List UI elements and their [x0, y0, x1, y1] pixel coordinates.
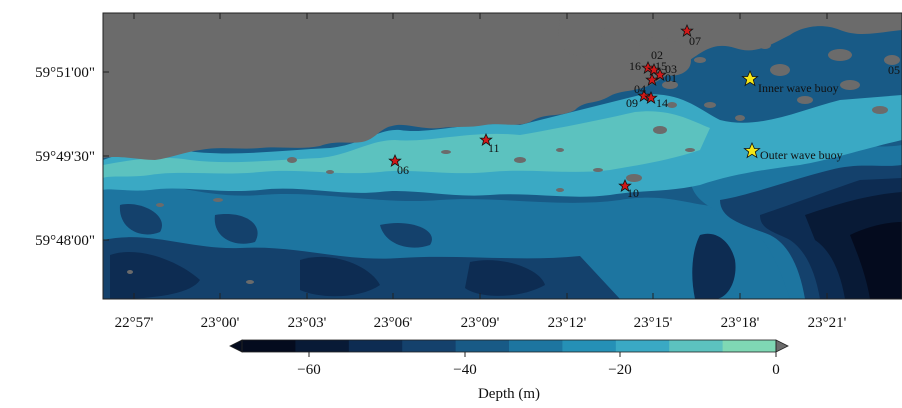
lon-tick-label: 23°06' — [374, 315, 413, 331]
colorbar-frame — [241, 339, 777, 353]
lat-tick-label: 59°49'30" — [35, 149, 95, 165]
station-label: 15 — [655, 59, 667, 73]
inner-buoy-marker[interactable] — [741, 69, 759, 87]
colorbar-min-arrow — [229, 339, 243, 353]
lat-tick-label: 59°51'00" — [35, 65, 95, 81]
station-label: 07 — [689, 34, 701, 48]
station-marker[interactable] — [645, 73, 659, 86]
colorbar-band — [562, 340, 617, 352]
station-labels: 07 02 16 15 03 01 04 09 14 11 06 10 05 — [397, 34, 900, 200]
station-marker[interactable] — [653, 68, 667, 81]
colorbar-tick-label: −40 — [453, 362, 476, 378]
colorbar-tick-label: 0 — [772, 362, 780, 378]
station-label: 03 — [665, 62, 677, 76]
station-label: 11 — [488, 141, 500, 155]
colorbar-band — [509, 340, 563, 352]
colorbar-band — [455, 340, 510, 352]
station-marker[interactable] — [647, 63, 661, 76]
station-marker[interactable] — [644, 91, 658, 104]
lon-tick-label: 23°12' — [548, 315, 587, 331]
lon-tick-label: 22°57' — [115, 315, 154, 331]
wave-buoys — [741, 69, 761, 159]
stations — [388, 24, 694, 192]
lon-axis: 22°57' 23°00' 23°03' 23°06' 23°09' 23°12… — [115, 13, 847, 331]
lon-tick-label: 23°21' — [808, 315, 847, 331]
map-area[interactable] — [103, 13, 902, 299]
colorbar-tick-label: −20 — [608, 362, 631, 378]
colorbar-band — [295, 340, 350, 352]
colorbar-title: Depth (m) — [478, 386, 540, 402]
mainland — [103, 13, 902, 160]
inner-buoy-label: Inner wave buoy — [758, 81, 839, 95]
station-label: 02 — [651, 48, 663, 62]
station-marker[interactable] — [388, 154, 402, 167]
station-label: 04 — [634, 82, 646, 96]
colorbar: −60 −40 −20 0 Depth (m) — [229, 339, 789, 402]
colorbar-band — [242, 340, 296, 352]
outer-buoy-label: Outer wave buoy — [760, 148, 843, 162]
depth-contours — [103, 94, 902, 299]
colorbar-max-arrow — [775, 339, 789, 353]
lon-tick-label: 23°15' — [634, 315, 673, 331]
station-marker[interactable] — [618, 179, 632, 192]
station-label: 10 — [627, 186, 639, 200]
station-label: 14 — [656, 96, 668, 110]
outer-buoy-marker[interactable] — [743, 141, 761, 159]
colorbar-band — [615, 340, 670, 352]
station-marker[interactable] — [637, 89, 651, 102]
colorbar-band — [722, 340, 777, 352]
colorbar-band — [402, 340, 457, 352]
islands — [127, 41, 900, 284]
colorbar-bands — [242, 340, 777, 352]
colorbar-band — [669, 340, 724, 352]
lon-tick-label: 23°03' — [288, 315, 327, 331]
station-marker[interactable] — [479, 133, 493, 146]
colorbar-band — [348, 340, 403, 352]
lon-tick-label: 23°18' — [721, 315, 760, 331]
station-label: 09 — [626, 96, 638, 110]
station-label: 01 — [665, 71, 677, 85]
lat-tick-label: 59°48'00" — [35, 233, 95, 249]
lon-tick-label: 23°09' — [461, 315, 500, 331]
station-marker[interactable] — [680, 24, 694, 37]
lon-tick-label: 23°00' — [201, 315, 240, 331]
colorbar-tick-label: −60 — [297, 362, 320, 378]
lat-axis: 59°51'00" 59°49'30" 59°48'00" — [35, 65, 109, 249]
station-label: 16 — [629, 59, 641, 73]
station-label: 05 — [888, 63, 900, 77]
station-label: 06 — [397, 163, 409, 177]
